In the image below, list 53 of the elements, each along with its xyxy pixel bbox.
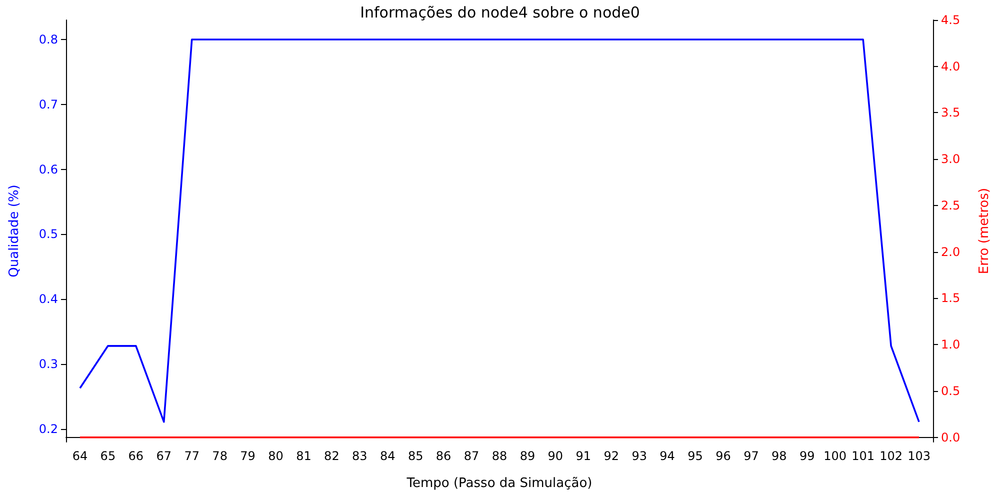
- x-tick-label: 79: [240, 449, 256, 463]
- x-tick-label: 84: [380, 449, 396, 463]
- x-tick-label: 98: [772, 449, 787, 463]
- x-tick-label: 67: [156, 449, 172, 463]
- y2-tick-label: 3.5: [941, 106, 960, 120]
- y2-tick-label: 1.5: [941, 291, 960, 306]
- y2-tick-label: 1.0: [941, 338, 960, 352]
- x-tick-label: 99: [800, 449, 815, 463]
- x-tick-label: 81: [296, 449, 312, 463]
- y2-tick-label: 3.0: [941, 152, 960, 166]
- x-tick-label: 91: [576, 449, 592, 463]
- y-tick-label: 0.5: [38, 227, 58, 242]
- y2-tick-label: 2.0: [941, 244, 960, 259]
- y2-tick-label: 4.5: [941, 13, 960, 27]
- x-tick-label: 64: [72, 449, 88, 463]
- x-tick-label: 100: [824, 449, 847, 463]
- y-tick-label: 0.3: [38, 357, 58, 372]
- x-tick-label: 77: [184, 449, 200, 463]
- y-tick-label: 0.6: [38, 162, 58, 176]
- x-tick-label: 86: [436, 449, 452, 463]
- y-tick-label: 0.4: [38, 292, 58, 306]
- x-tick-label: 101: [852, 449, 875, 463]
- x-axis-title: Tempo (Passo da Simulação): [406, 476, 592, 491]
- x-tick-label: 94: [660, 449, 675, 463]
- x-tick-label: 87: [464, 449, 480, 463]
- y-tick-label: 0.2: [38, 422, 58, 436]
- y2-tick-label: 4.0: [941, 59, 960, 74]
- x-tick-label: 97: [744, 449, 759, 463]
- y2-tick-label: 0.0: [941, 430, 960, 444]
- x-tick-label: 92: [604, 449, 620, 463]
- x-tick-label: 90: [548, 449, 564, 463]
- x-tick-label: 88: [492, 449, 508, 463]
- x-tick-label: 78: [212, 449, 228, 463]
- y-tick-label: 0.7: [38, 97, 58, 112]
- chart-title: Informações do node4 sobre o node0: [360, 4, 640, 22]
- x-tick-label: 89: [520, 449, 536, 463]
- x-tick-label: 82: [324, 449, 340, 463]
- x-tick-label: 66: [128, 449, 144, 463]
- x-tick-label: 103: [908, 449, 930, 463]
- y-tick-label: 0.8: [38, 32, 58, 46]
- x-tick-label: 96: [716, 449, 731, 463]
- x-tick-label: 102: [880, 449, 902, 463]
- y2-axis-title: Erro (metros): [977, 188, 992, 274]
- x-tick-label: 85: [408, 449, 424, 463]
- x-tick-label: 80: [268, 449, 284, 463]
- y-axis-title: Qualidade (%): [7, 184, 22, 278]
- x-tick-label: 65: [100, 449, 116, 463]
- x-tick-label: 93: [632, 449, 647, 463]
- y2-tick-label: 2.5: [941, 198, 960, 212]
- x-tick-label: 83: [352, 449, 368, 463]
- y2-tick-label: 0.5: [941, 384, 960, 398]
- line-series: [79, 38, 920, 423]
- x-tick-label: 95: [688, 449, 703, 463]
